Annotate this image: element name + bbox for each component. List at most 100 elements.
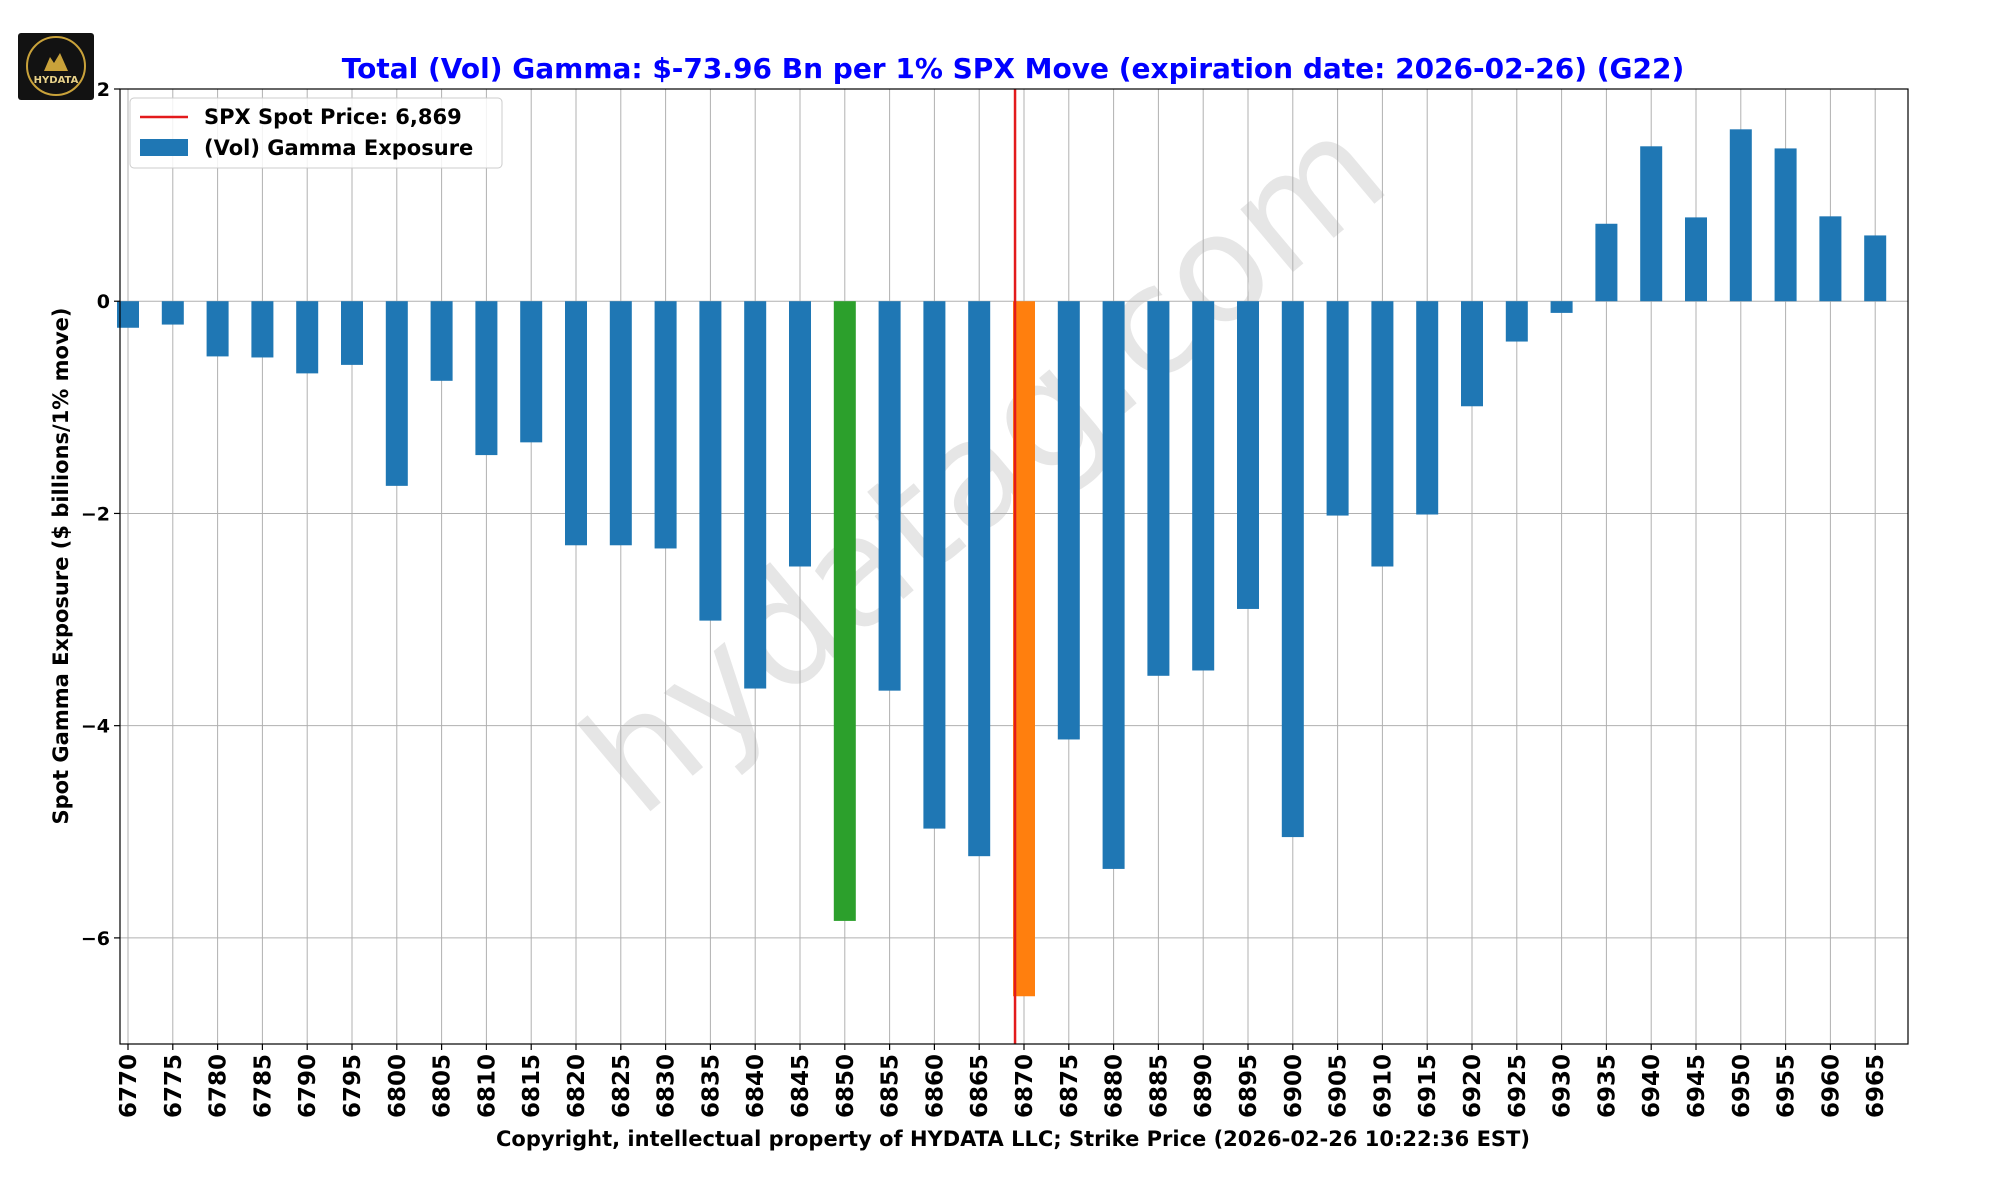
legend-series-label: (Vol) Gamma Exposure xyxy=(204,136,473,160)
x-tick-label: 6910 xyxy=(1370,1054,1396,1118)
bar-6885 xyxy=(1147,301,1170,676)
legend-box xyxy=(129,97,503,169)
x-tick-label: 6790 xyxy=(295,1054,321,1118)
bar-6945 xyxy=(1685,217,1707,302)
bar-6795 xyxy=(341,301,363,365)
bar-6880 xyxy=(1102,301,1125,869)
x-tick-label: 6850 xyxy=(833,1054,859,1118)
bar-6820 xyxy=(565,301,587,546)
bar-6895 xyxy=(1237,301,1259,609)
bar-6790 xyxy=(296,301,319,374)
bar-6935 xyxy=(1595,223,1618,302)
x-tick-label: 6875 xyxy=(1057,1054,1083,1118)
x-tick-label: 6940 xyxy=(1639,1054,1665,1118)
x-tick-label: 6785 xyxy=(250,1054,276,1118)
bars xyxy=(117,129,1887,997)
x-tick-label: 6905 xyxy=(1326,1054,1352,1118)
x-tick-label: 6885 xyxy=(1146,1054,1172,1118)
x-tick-label: 6770 xyxy=(116,1054,142,1118)
x-tick-label: 6865 xyxy=(967,1054,993,1118)
x-tick-label: 6780 xyxy=(206,1054,232,1118)
legend-series-swatch xyxy=(140,139,188,156)
bar-6925 xyxy=(1505,301,1528,342)
bar-6905 xyxy=(1326,301,1349,516)
bar-6920 xyxy=(1461,301,1483,407)
bar-6770 xyxy=(117,301,139,328)
x-tick-label: 6870 xyxy=(1012,1054,1038,1118)
y-tick-label: −2 xyxy=(81,503,110,525)
bar-6915 xyxy=(1416,301,1439,515)
x-tick-label: 6955 xyxy=(1774,1054,1800,1118)
x-tick-label: 6775 xyxy=(161,1054,187,1118)
x-tick-label: 6825 xyxy=(609,1054,635,1118)
bar-6870 xyxy=(1013,301,1035,997)
x-tick-label: 6900 xyxy=(1281,1054,1307,1118)
y-tick-label: −6 xyxy=(81,928,110,950)
y-tick-label: 0 xyxy=(97,291,110,313)
bar-6960 xyxy=(1819,216,1842,302)
x-tick-label: 6840 xyxy=(743,1054,769,1118)
y-axis-ticks: 2 0 −2 −4 −6 xyxy=(81,79,120,950)
x-tick-label: 6800 xyxy=(385,1054,411,1118)
bar-6810 xyxy=(475,301,498,456)
bar-6800 xyxy=(385,301,408,486)
bar-6865 xyxy=(968,301,991,857)
bar-6860 xyxy=(923,301,946,829)
legend: SPX Spot Price: 6,869 (Vol) Gamma Exposu… xyxy=(129,97,503,169)
logo-emblem: HYDATA xyxy=(26,36,86,96)
bar-6900 xyxy=(1281,301,1304,838)
x-tick-label: 6935 xyxy=(1594,1054,1620,1118)
bar-6940 xyxy=(1640,146,1663,302)
bar-6780 xyxy=(206,301,229,357)
x-tick-label: 6895 xyxy=(1236,1054,1262,1118)
x-tick-label: 6855 xyxy=(878,1054,904,1118)
bar-6950 xyxy=(1729,129,1752,302)
bar-6955 xyxy=(1774,148,1797,302)
bar-6775 xyxy=(161,301,184,325)
bar-6840 xyxy=(744,301,767,689)
legend-spot-label: SPX Spot Price: 6,869 xyxy=(204,105,462,129)
bar-6910 xyxy=(1371,301,1394,567)
y-tick-label: 2 xyxy=(97,79,110,101)
hydata-logo: HYDATA xyxy=(18,33,94,100)
y-tick-label: −4 xyxy=(81,716,110,738)
bar-6850 xyxy=(833,301,856,921)
x-tick-label: 6890 xyxy=(1191,1054,1217,1118)
x-tick-label: 6835 xyxy=(698,1054,724,1118)
bar-6890 xyxy=(1192,301,1215,671)
logo-text: HYDATA xyxy=(34,75,79,86)
x-tick-label: 6830 xyxy=(654,1054,680,1118)
x-tick-label: 6810 xyxy=(474,1054,500,1118)
x-tick-label: 6815 xyxy=(519,1054,545,1118)
bar-6830 xyxy=(654,301,677,549)
x-tick-label: 6860 xyxy=(922,1054,948,1118)
x-tick-label: 6950 xyxy=(1729,1054,1755,1118)
plot-frame xyxy=(119,88,1909,1045)
bar-6825 xyxy=(609,301,632,546)
x-tick-label: 6845 xyxy=(788,1054,814,1118)
bar-6805 xyxy=(430,301,453,381)
x-tick-label: 6945 xyxy=(1684,1054,1710,1118)
bar-6875 xyxy=(1057,301,1080,740)
bar-6855 xyxy=(878,301,901,691)
bar-6930 xyxy=(1550,301,1573,313)
x-tick-label: 6920 xyxy=(1460,1054,1486,1118)
x-tick-label: 6820 xyxy=(564,1054,590,1118)
x-tick-label: 6805 xyxy=(430,1054,456,1118)
bar-6785 xyxy=(251,301,274,358)
x-tick-label: 6795 xyxy=(340,1054,366,1118)
x-tick-label: 6930 xyxy=(1550,1054,1576,1118)
x-tick-label: 6925 xyxy=(1505,1054,1531,1118)
bar-6965 xyxy=(1864,235,1887,302)
x-tick-label: 6960 xyxy=(1818,1054,1844,1118)
x-tick-label: 6965 xyxy=(1863,1054,1889,1118)
x-tick-label: 6880 xyxy=(1102,1054,1128,1118)
x-axis-label: Copyright, intellectual property of HYDA… xyxy=(496,1127,1530,1151)
bar-6845 xyxy=(789,301,811,567)
bar-6815 xyxy=(520,301,543,443)
x-tick-label: 6915 xyxy=(1415,1054,1441,1118)
x-axis-ticks: 6770 6775 6780 6785 6790 6795 6800 6805 6810 6815… xyxy=(116,1044,1889,1118)
bar-6835 xyxy=(699,301,722,621)
chart-title: Total (Vol) Gamma: $-73.96 Bn per 1% SPX… xyxy=(342,52,1685,85)
